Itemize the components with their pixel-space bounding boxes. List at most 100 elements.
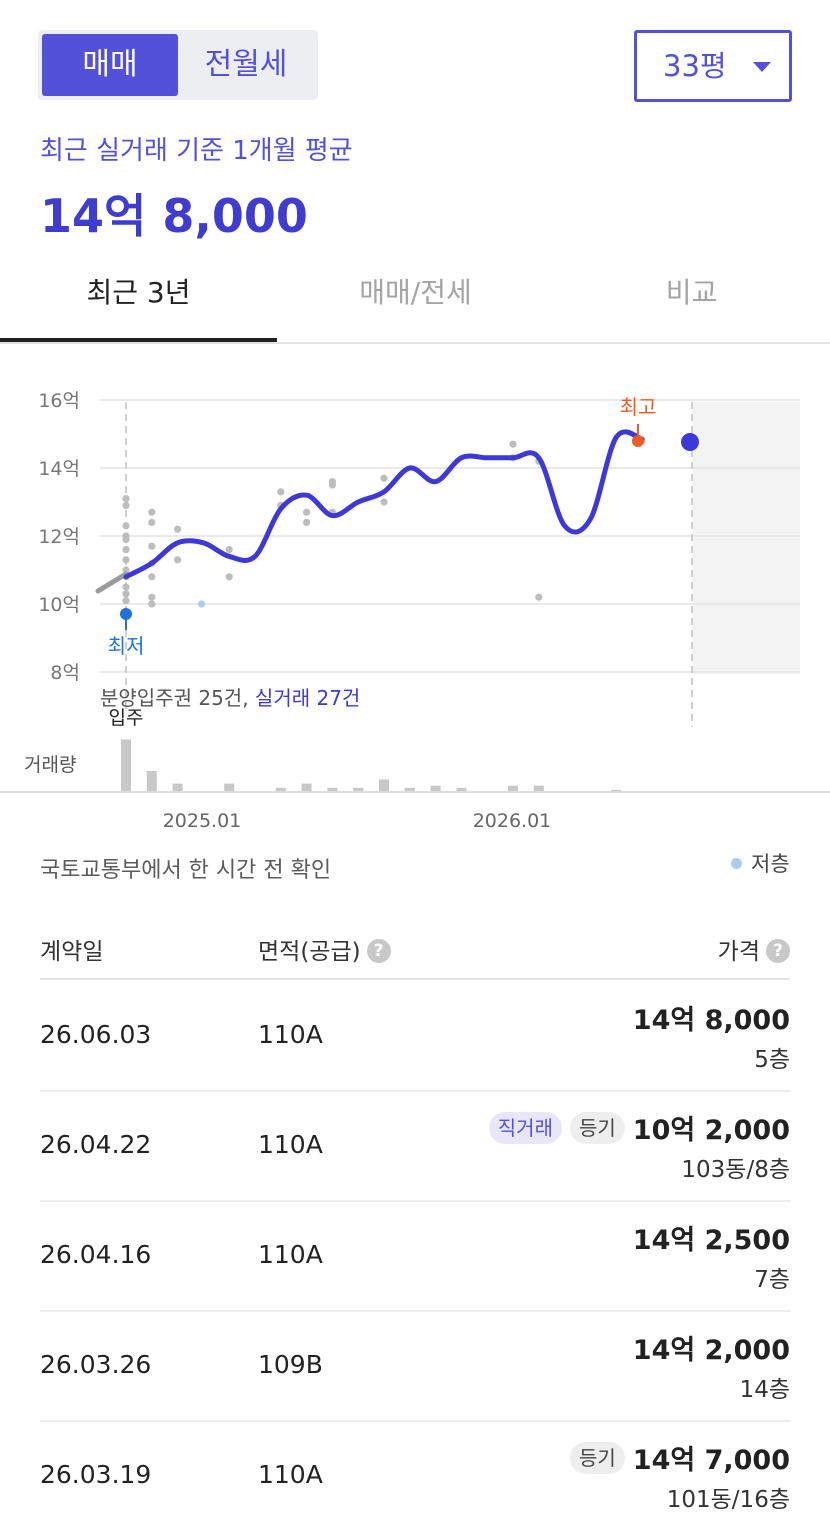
transaction-dot [122,556,130,564]
table-row[interactable]: 26.04.16 110A 14억 2,500 7층 [40,1200,790,1312]
high-point-marker [632,435,644,447]
transaction-dot [148,600,156,608]
help-icon[interactable]: ? [366,938,391,963]
header-price: 가격? [718,932,790,966]
area: 110A [258,1020,323,1049]
table-row[interactable]: 26.03.26 109B 14억 2,000 14층 [40,1310,790,1422]
header-price-label: 가격 [717,939,760,965]
help-icon[interactable]: ? [766,938,790,963]
table-row[interactable]: 26.06.03 110A 14억 8,000 5층 [40,980,790,1092]
volume-bar [508,785,518,792]
price-cell: 등기 14억 7,000 101동/16층 [569,1438,790,1514]
transaction-dot [122,535,130,543]
area: 110A [258,1130,323,1159]
floor: 5층 [754,1047,790,1073]
transaction-dot [225,546,233,554]
y-tick-label: 8억 [50,662,80,684]
direct-deal-badge: 직거래 [488,1111,562,1144]
contract-date: 26.04.22 [40,1130,152,1159]
transaction-dot [328,481,336,489]
price: 14억 2,000 [632,1335,790,1366]
count-summary: 분양입주권 25건, 실거래 27건 [100,686,360,710]
price-cell: 14억 8,000 5층 [633,998,790,1074]
y-tick-label: 16억 [38,390,80,412]
transaction-dot [303,518,311,526]
latest-point-marker [681,433,699,451]
volume-bar [327,787,338,792]
volume-bar [301,783,312,792]
volume-bar [533,785,544,792]
presale-count: 분양입주권 25건, [100,686,255,710]
low-point-marker [120,608,132,620]
volume-bar [611,789,622,792]
sale-tab-button[interactable]: 매매 [42,34,178,96]
transaction-dot [122,546,130,554]
caret-down-icon [753,62,771,72]
transaction-dot [303,508,311,516]
area: 110A [258,1240,323,1269]
x-tick-label: 2026.01 [473,810,552,832]
contract-date: 26.06.03 [40,1020,152,1049]
price-cell: 14억 2,000 14층 [633,1328,790,1404]
area: 110A [258,1460,323,1489]
transaction-dot [122,590,130,598]
contract-date: 26.03.19 [40,1460,152,1489]
transaction-dot [380,474,388,482]
tab-recent-3-years[interactable]: 최근 3년 [0,260,277,342]
transaction-dot [148,518,156,526]
tab-compare[interactable]: 비교 [665,276,718,309]
price-trend-line [123,429,645,580]
floor: 101동/16층 [666,1487,790,1513]
registered-badge: 등기 [569,1111,625,1144]
table-row[interactable]: 26.03.19 110A 등기 14억 7,000 101동/16층 [40,1420,790,1530]
rent-tab-button[interactable]: 전월세 [204,47,288,82]
y-tick-label: 10억 [38,594,80,616]
price: 14억 8,000 [632,1005,790,1036]
floor: 7층 [754,1267,790,1293]
table-row[interactable]: 26.04.22 110A 직거래 등기 10억 2,000 103동/8층 [40,1090,790,1202]
move-in-label: 입주 [109,707,144,729]
transaction-dot [380,498,388,506]
low-floor-dot-icon [731,857,742,869]
transaction-dot [174,525,182,533]
volume-bar [172,783,183,792]
high-label: 최고 [620,395,657,419]
transaction-dot [225,573,233,581]
future-period-area [693,402,800,674]
size-select[interactable]: 33평 [634,30,792,102]
transaction-dot [122,583,130,591]
trend-line-start [95,571,129,594]
data-source-text: 국토교통부에서 한 시간 전 확인 [40,858,332,883]
price-cell: 직거래 등기 10억 2,000 103동/8층 [488,1108,790,1184]
transaction-table-header: 계약일 면적(공급)? 가격? [40,910,790,980]
size-select-value: 33평 [663,49,727,83]
low-floor-legend: 저층 [731,848,790,878]
price: 10억 2,000 [632,1115,790,1146]
y-tick-label: 14억 [38,458,80,480]
transaction-dot [277,488,285,496]
trade-type-toggle: 매매 전월세 [38,30,318,100]
volume-bar [353,787,364,792]
header-area-label: 면적(공급) [258,939,361,965]
volume-label: 거래량 [24,754,76,776]
low-floor-transaction-dot [198,600,206,608]
area: 109B [258,1350,323,1379]
transaction-dot [535,593,543,601]
tab-sale-jeonse[interactable]: 매매/전세 [359,276,472,309]
actual-count: 실거래 27건 [255,686,360,710]
transaction-dot [174,556,182,564]
floor: 103동/8층 [681,1157,790,1183]
x-tick-label: 2025.01 [163,810,242,832]
price: 14억 7,000 [632,1445,790,1476]
transaction-dot [148,593,156,601]
transaction-dot [509,440,517,448]
transaction-dot [148,542,156,550]
low-floor-legend-label: 저층 [751,852,790,876]
contract-date: 26.03.26 [40,1350,152,1379]
volume-bar [379,779,389,792]
transaction-dot [122,495,130,503]
summary-label: 최근 실거래 기준 1개월 평균 [40,136,353,166]
volume-bar [430,785,441,792]
volume-bar [121,739,131,792]
